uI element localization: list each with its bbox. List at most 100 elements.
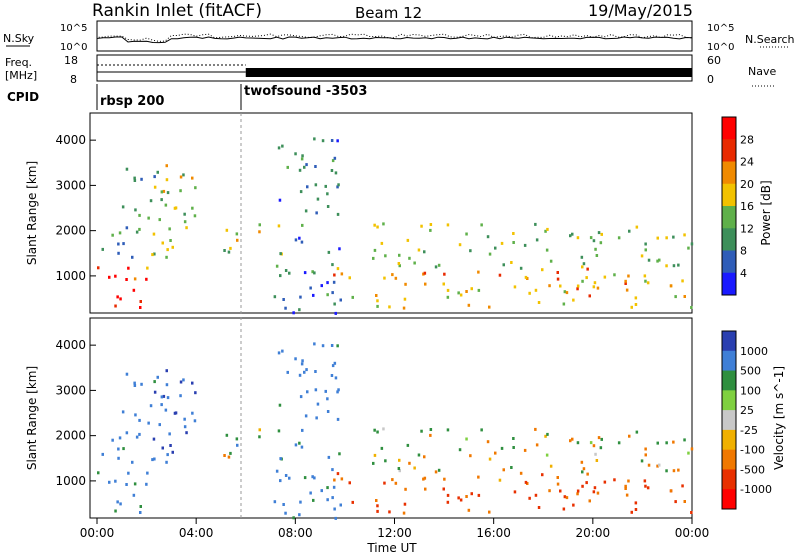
colorbar-tick-label: 100 (740, 384, 761, 397)
scatter-cell (286, 370, 289, 374)
scatter-cell (376, 299, 379, 303)
scatter-cell (165, 369, 168, 373)
scatter-cell (153, 252, 156, 256)
scatter-cell (311, 270, 314, 274)
noise-panel-frame (96, 20, 693, 52)
colorbar-tick-label: 8 (740, 245, 747, 258)
scatter-cell (544, 229, 547, 233)
scatter-cell (669, 284, 673, 288)
scatter-cell (174, 411, 178, 415)
scatter-cell (669, 489, 673, 493)
freq-panel: Freq. [MHz] 18 8 60 0 Nave (5, 54, 776, 87)
scatter-cell (298, 168, 302, 172)
scatter-cell (171, 245, 174, 249)
scatter-cell (545, 453, 549, 457)
scatter-cell (223, 454, 226, 457)
scatter-cell (169, 444, 172, 447)
scatter-cell (524, 480, 528, 484)
scatter-cell (336, 267, 340, 271)
scatter-cell (376, 430, 379, 434)
scatter-cell (500, 446, 504, 450)
scatter-cell (446, 288, 450, 292)
scatter-cell (383, 481, 386, 485)
scatter-cell (595, 459, 599, 462)
scatter-cell (672, 264, 676, 268)
y-tick-label: 2000 (55, 429, 86, 443)
colorbar-tick-label: 16 (740, 200, 754, 213)
scatter-cell (332, 280, 336, 284)
power-colorbar-label: Power [dB] (759, 180, 773, 245)
scatter-cell (314, 183, 318, 187)
scatter-cell (391, 273, 394, 277)
scatter-cell (599, 241, 603, 245)
scatter-cell (394, 481, 398, 485)
scatter-cell (326, 281, 329, 285)
scatter-cell (133, 176, 136, 180)
scatter-cell (600, 232, 603, 236)
scatter-cell (125, 372, 129, 376)
scatter-cell (336, 344, 339, 348)
scatter-cell (589, 236, 593, 240)
scatter-cell (313, 137, 316, 141)
scatter-cell (294, 443, 298, 447)
scatter-cell (394, 276, 398, 280)
scatter-cell (644, 248, 647, 252)
scatter-cell (424, 282, 427, 286)
scatter-cell (512, 241, 515, 244)
nsearch-line (96, 33, 693, 42)
scatter-cell (225, 228, 229, 232)
scatter-cell (161, 241, 164, 245)
scatter-cell (465, 232, 468, 236)
scatter-cell (191, 411, 194, 415)
scatter-cell (340, 272, 344, 276)
scatter-cell (306, 185, 309, 189)
scatter-cell (434, 470, 438, 474)
scatter-cell (634, 296, 638, 300)
scatter-cell (117, 242, 120, 246)
scatter-cell (162, 189, 166, 193)
scatter-cell (488, 510, 491, 514)
scatter-cell (336, 472, 340, 476)
scatter-cell (634, 508, 638, 511)
scatter-cell (646, 281, 650, 285)
scatter-cell (459, 498, 463, 502)
scatter-cell (292, 311, 295, 315)
scatter-cell (556, 271, 559, 274)
scatter-cell (183, 220, 187, 224)
scatter-cell (165, 383, 169, 387)
scatter-cell (153, 175, 156, 179)
scatter-cell (413, 261, 416, 265)
scatter-cell (486, 440, 490, 444)
scatter-cell (443, 477, 446, 481)
scatter-cell (337, 183, 340, 187)
scatter-cell (690, 306, 693, 309)
scatter-cell (467, 303, 471, 307)
scatter-cell (320, 284, 323, 288)
scatter-cell (603, 480, 607, 484)
scatter-cell (640, 254, 644, 258)
scatter-cell (299, 395, 303, 399)
scatter-cell (333, 156, 337, 160)
y-tick-label: 4000 (55, 133, 86, 147)
scatter-cell (582, 262, 586, 266)
scatter-cell (331, 291, 334, 295)
scatter-cell (288, 476, 291, 480)
scatter-cell (398, 264, 401, 268)
scatter-cell (279, 274, 282, 278)
scatter-cell (413, 466, 416, 470)
scatter-cell (596, 286, 600, 290)
scatter-cell (334, 376, 338, 380)
scatter-cell (470, 492, 473, 496)
scatter-cell (383, 276, 386, 280)
scatter-cell (634, 303, 638, 306)
scatter-cell (403, 297, 407, 301)
scatter-cell (656, 441, 659, 445)
scatter-cell (306, 390, 309, 394)
scatter-cell (592, 444, 596, 448)
colorbar-tick-label: 28 (740, 133, 754, 146)
scatter-cell (191, 381, 194, 385)
scatter-cell (556, 482, 560, 486)
scatter-cell (625, 493, 629, 497)
scatter-cell (183, 425, 187, 429)
scatter-cell (647, 463, 651, 467)
